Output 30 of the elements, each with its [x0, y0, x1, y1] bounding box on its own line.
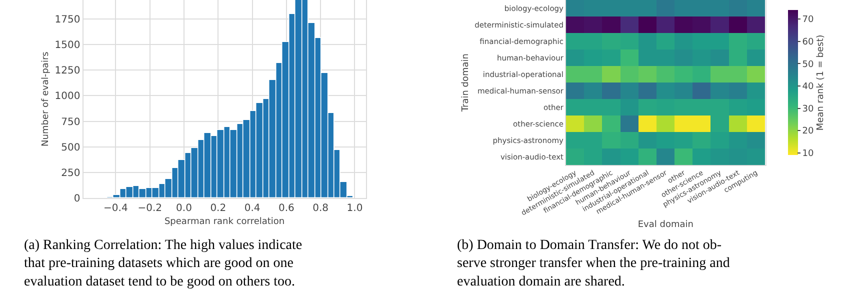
color-bar-label: 60 — [802, 38, 814, 48]
x-tick-label: −0.2 — [138, 203, 162, 214]
y-tick-label: 500 — [61, 142, 80, 154]
x-tick-label: 0.6 — [278, 203, 294, 214]
color-bar-label: 10 — [802, 149, 814, 160]
y-tick-label: 250 — [61, 168, 80, 179]
color-bar-label: 70 — [802, 15, 814, 26]
x-axis-title: Eval domain — [638, 220, 694, 230]
color-bar-label: 40 — [802, 82, 814, 92]
x-tick-label: 0.8 — [312, 203, 329, 214]
x-tick-label: 0.0 — [176, 203, 192, 214]
color-bar-label: 30 — [802, 104, 814, 114]
y-tick-label: 750 — [61, 116, 80, 128]
y-axis-title: Train domain — [460, 53, 471, 113]
color-bar-title: Mean rank (1 = best) — [816, 34, 826, 131]
x-tick-label: 0.2 — [210, 203, 226, 214]
y-tick-label: 1500 — [54, 40, 80, 52]
y-axis-title: Number of eval-pairs — [41, 51, 52, 146]
y-tick-label: 1000 — [54, 91, 80, 102]
y-tick-label: 1750 — [54, 14, 80, 26]
x-tick-label: 0.4 — [244, 203, 260, 214]
text: (b) Domain to Domain Transfer: We do not ob- serve stronger transfer when the pre-training and evaluation domain are shared. — [457, 238, 730, 290]
x-tick-label: −0.4 — [104, 203, 128, 214]
y-tick-label: 1250 — [54, 66, 80, 77]
x-axis-title: Spearman rank correlation — [164, 216, 285, 227]
color-bar-label: 50 — [802, 60, 814, 70]
x-tick-label: 1.0 — [346, 203, 363, 214]
y-tick-label: 0 — [74, 194, 80, 205]
color-bar-label: 20 — [802, 126, 814, 137]
text: (a) Ranking Correlation: The high values indicate that pre-training datasets which are good on one evaluation dataset tend to be good on others too. — [24, 238, 302, 290]
